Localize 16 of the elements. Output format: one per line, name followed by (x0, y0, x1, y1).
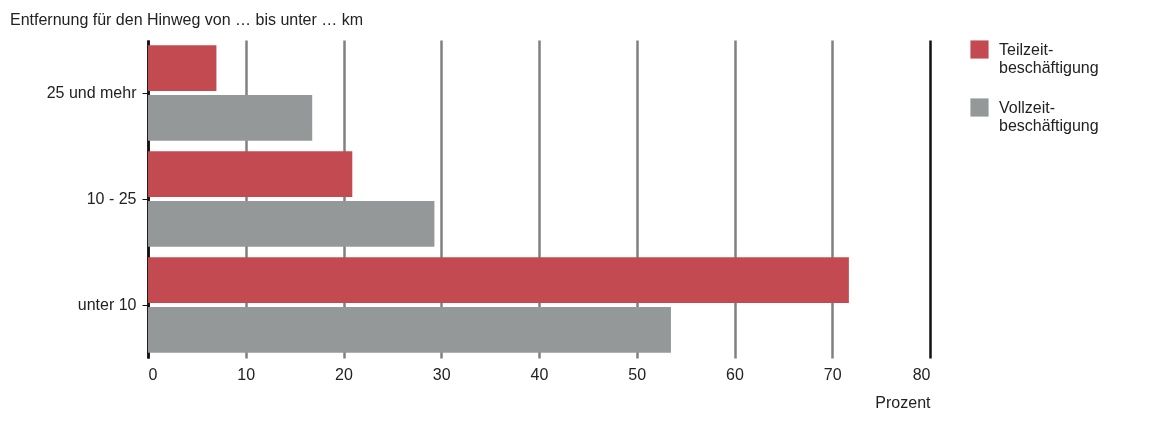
legend-label: Teilzeit- beschäftigung (999, 40, 1099, 76)
x-tick-label: 70 (823, 365, 842, 383)
y-tick-label: 10 - 25 (86, 190, 137, 207)
x-tick-label: 0 (148, 365, 158, 383)
x-tick-label: 50 (628, 365, 647, 383)
x-tick-label: 40 (530, 365, 549, 383)
legend-label: Vollzeit- beschäftigung (999, 98, 1099, 134)
x-axis-title: Prozent (875, 393, 932, 411)
x-tick-label: 30 (432, 365, 451, 383)
y-tick-label: unter 10 (77, 296, 137, 313)
x-tick-label: 60 (726, 365, 744, 383)
y-tick-label: 25 und mehr (46, 84, 138, 101)
x-tick-label: 80 (912, 365, 931, 383)
x-tick-label: 10 (237, 365, 256, 383)
chart-title: Entfernung für den Hinweg von … bis unter … km (10, 11, 364, 28)
x-tick-label: 20 (335, 365, 353, 383)
